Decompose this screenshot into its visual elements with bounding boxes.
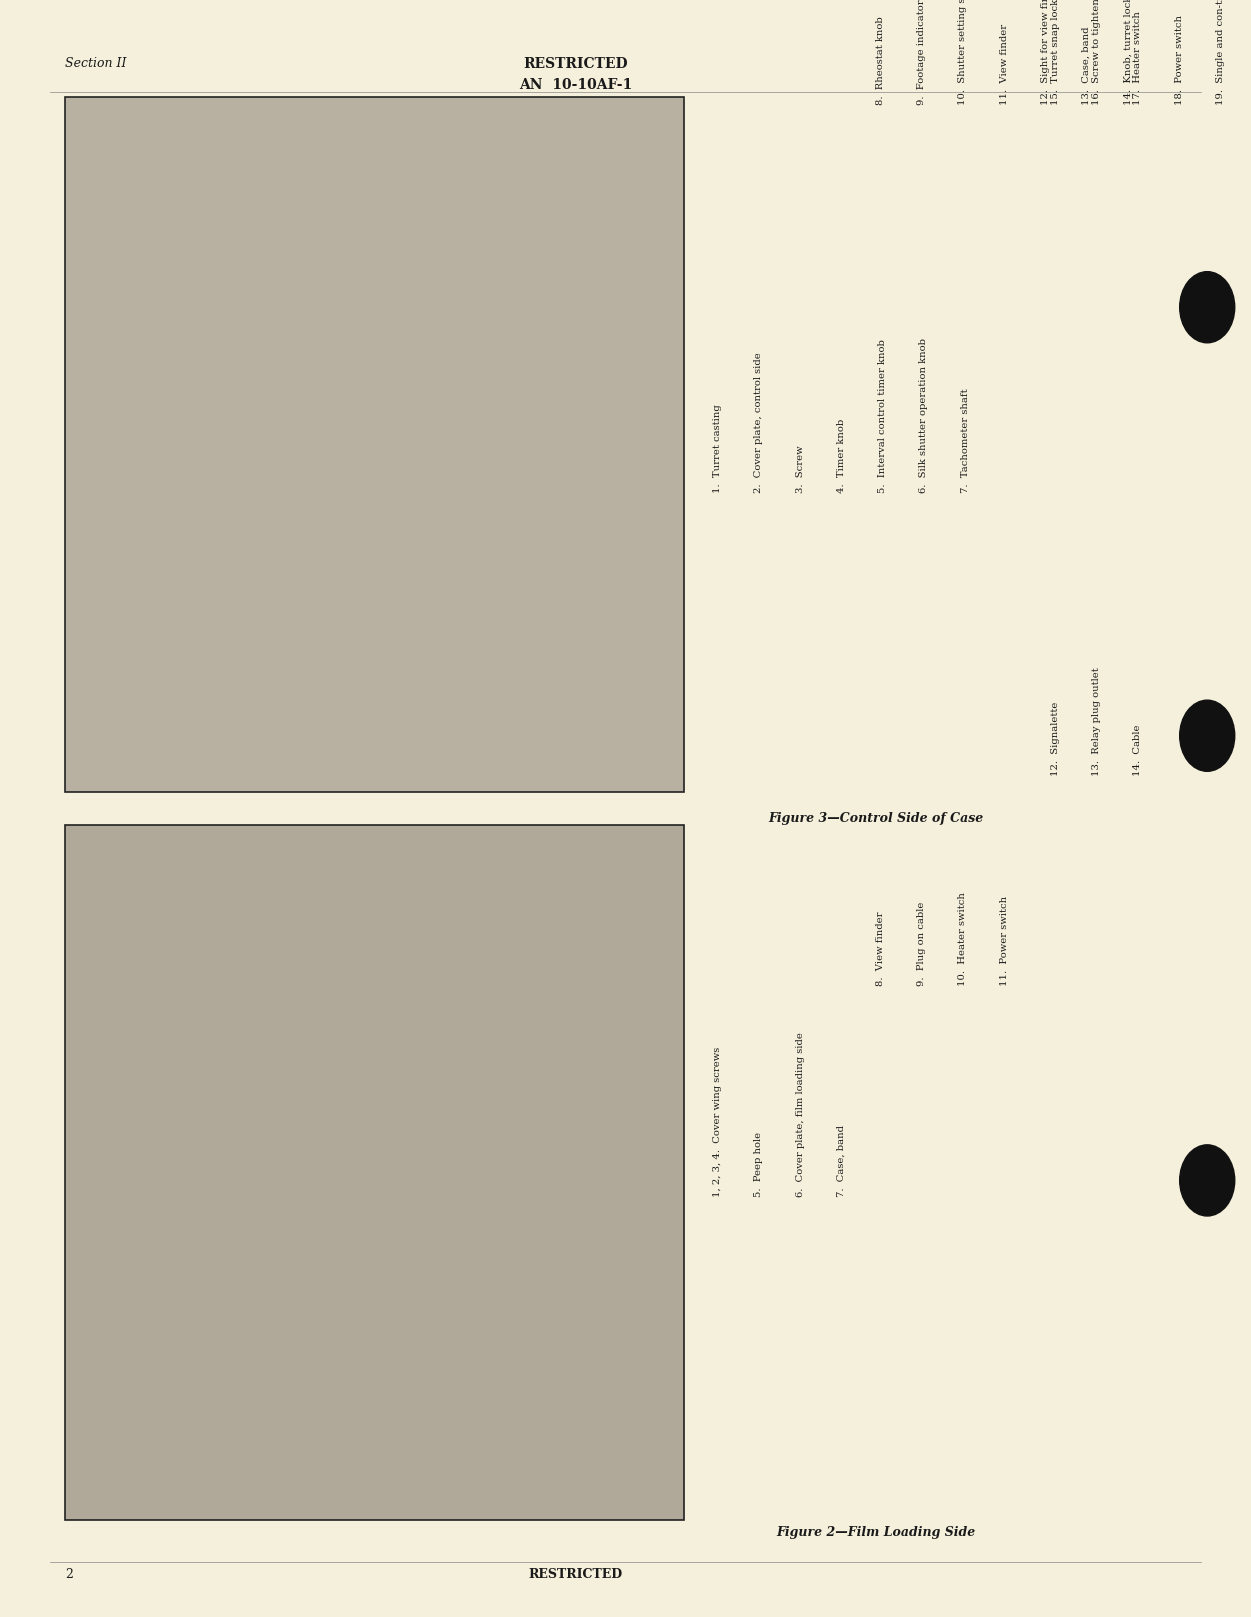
FancyBboxPatch shape: [65, 97, 684, 792]
Text: 10.  Heater switch: 10. Heater switch: [958, 893, 967, 986]
Text: 7.  Case, band: 7. Case, band: [837, 1124, 846, 1197]
Text: 13.  Relay plug outlet: 13. Relay plug outlet: [1092, 668, 1101, 776]
Text: 1, 2, 3, 4.  Cover wing screws: 1, 2, 3, 4. Cover wing screws: [713, 1046, 722, 1197]
Text: 12.  Signalette: 12. Signalette: [1051, 702, 1060, 776]
Text: 3.  Screw: 3. Screw: [796, 446, 804, 493]
Text: 14.  Cable: 14. Cable: [1133, 724, 1142, 776]
Text: 6.  Silk shutter operation knob: 6. Silk shutter operation knob: [919, 338, 928, 493]
Text: 8.  View finder: 8. View finder: [876, 912, 884, 986]
Text: 1.  Turret casting: 1. Turret casting: [713, 404, 722, 493]
Text: 13.  Case, band: 13. Case, band: [1082, 26, 1091, 105]
Circle shape: [1180, 700, 1235, 771]
Text: 17.  Heater switch: 17. Heater switch: [1133, 11, 1142, 105]
Text: 16.  Screw to tighten lens: 16. Screw to tighten lens: [1092, 0, 1101, 105]
Text: 15.  Turret snap lock: 15. Turret snap lock: [1051, 0, 1060, 105]
Text: 7.  Tachometer shaft: 7. Tachometer shaft: [961, 388, 970, 493]
Text: 4.  Timer knob: 4. Timer knob: [837, 419, 846, 493]
Text: 12.  Sight for view finder: 12. Sight for view finder: [1041, 0, 1050, 105]
Circle shape: [1180, 1145, 1235, 1216]
Text: 11.  View finder: 11. View finder: [1000, 24, 1008, 105]
FancyBboxPatch shape: [65, 825, 684, 1520]
Text: 11.  Power switch: 11. Power switch: [1000, 896, 1008, 986]
Text: Figure 2—Film Loading Side: Figure 2—Film Loading Side: [776, 1526, 976, 1539]
Text: RESTRICTED: RESTRICTED: [528, 1568, 623, 1581]
Text: Section II: Section II: [65, 57, 126, 70]
Text: 10.  Shutter setting shaft: 10. Shutter setting shaft: [958, 0, 967, 105]
Text: 14.  Knob, turret lock: 14. Knob, turret lock: [1123, 0, 1132, 105]
Text: RESTRICTED: RESTRICTED: [523, 57, 628, 71]
Circle shape: [1180, 272, 1235, 343]
Text: 2: 2: [65, 1568, 73, 1581]
Text: 8.  Rheostat knob: 8. Rheostat knob: [876, 16, 884, 105]
Text: 5.  Interval control timer knob: 5. Interval control timer knob: [878, 340, 887, 493]
Text: 6.  Cover plate, film loading side: 6. Cover plate, film loading side: [796, 1032, 804, 1197]
Text: 9.  Footage indicator shaft: 9. Footage indicator shaft: [917, 0, 926, 105]
Text: 18.  Power switch: 18. Power switch: [1175, 15, 1183, 105]
Text: AN  10-10AF-1: AN 10-10AF-1: [519, 78, 632, 92]
Text: 19.  Single and con-tinuous switch: 19. Single and con-tinuous switch: [1216, 0, 1225, 105]
Text: 9.  Plug on cable: 9. Plug on cable: [917, 902, 926, 986]
Text: 2.  Cover plate, control side: 2. Cover plate, control side: [754, 353, 763, 493]
Text: 5.  Peep hole: 5. Peep hole: [754, 1132, 763, 1197]
Text: Figure 3—Control Side of Case: Figure 3—Control Side of Case: [768, 812, 983, 825]
